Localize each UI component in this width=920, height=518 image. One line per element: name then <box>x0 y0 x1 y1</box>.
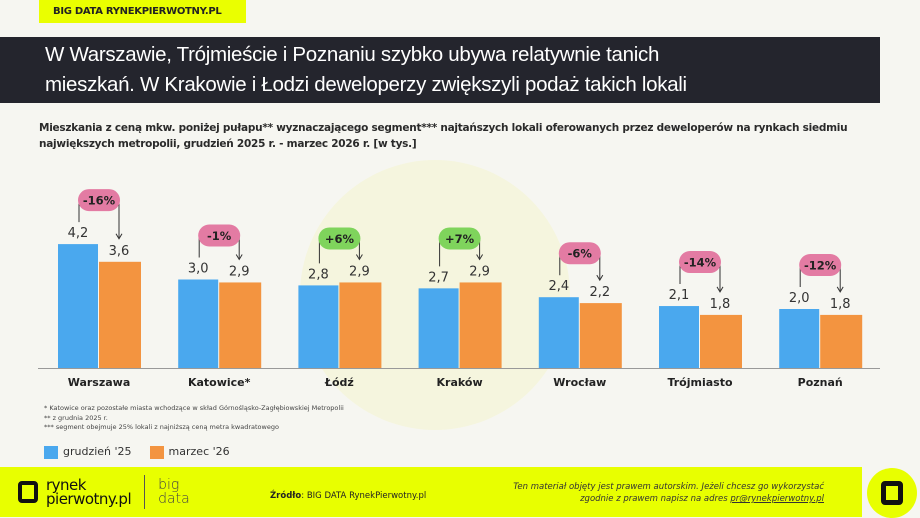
source-value: : BIG DATA RynekPierwotny.pl <box>301 491 427 501</box>
category-label: Katowice* <box>188 376 251 389</box>
arrow-down-icon <box>235 254 243 261</box>
bar-chart: 4,2 3,6 Warszawa -16% 3,0 2,9 Katowice* -1% 2,8 2… <box>38 189 880 389</box>
category-label: Kraków <box>437 376 483 389</box>
footnote: * Katowice oraz pozostałe miasta wchodzą… <box>44 404 344 412</box>
arrow-down-icon <box>836 286 844 293</box>
category-label: Trójmiasto <box>667 376 733 389</box>
logo-badge <box>867 468 917 518</box>
copyright-note: Ten materiał objęty jest prawem autorski… <box>513 481 824 505</box>
data-label: 2,8 <box>308 267 329 282</box>
category-label: Wrocław <box>553 376 606 389</box>
change-label: -14% <box>684 256 717 270</box>
legend-swatch <box>149 445 164 459</box>
change-label: +6% <box>325 232 355 246</box>
data-label: 2,9 <box>229 264 250 279</box>
bar <box>820 314 863 368</box>
change-label: -6% <box>568 247 593 261</box>
brand-tag: BIG DATA RYNEKPIERWOTNY.PL <box>39 0 246 23</box>
copyright-text: Ten materiał objęty jest prawem autorski… <box>513 482 824 492</box>
change-badge <box>318 227 361 250</box>
category-label: Łódź <box>324 376 354 389</box>
arrow-down-icon <box>476 254 484 261</box>
divider <box>144 475 146 509</box>
logo-icon <box>18 481 38 503</box>
bar <box>579 303 622 368</box>
legend-item: grudzień '25 <box>44 445 132 459</box>
data-label: 2,9 <box>469 264 490 279</box>
arrow-down-icon <box>355 254 363 261</box>
chart-title: Mieszkania z ceną mkw. poniżej pułapu** … <box>39 122 848 150</box>
category-label: Warszawa <box>68 376 131 389</box>
data-label: 4,2 <box>68 226 89 241</box>
change-badge <box>558 242 601 265</box>
bar <box>219 282 262 368</box>
data-label: 3,0 <box>188 262 209 277</box>
data-label: 2,1 <box>669 288 690 303</box>
category-label: Poznań <box>798 376 843 389</box>
logo-text: big <box>158 477 180 493</box>
data-label: 2,7 <box>428 270 449 285</box>
legend-item: marzec '26 <box>149 445 230 459</box>
bar <box>779 309 820 368</box>
change-badge <box>679 251 721 274</box>
footnotes: * Katowice oraz pozostałe miasta wchodzą… <box>44 404 344 433</box>
bar <box>538 297 579 368</box>
legend: grudzień '25 marzec '26 <box>44 445 230 459</box>
arrow-down-icon <box>115 233 123 240</box>
logo-icon <box>881 481 903 505</box>
change-badge <box>438 227 481 250</box>
footer: rynek pierwotny.pl big data Źródło: BIG DA… <box>0 467 862 517</box>
data-label: 2,4 <box>548 279 569 294</box>
data-label: 3,6 <box>109 244 130 259</box>
bar <box>99 261 141 368</box>
headline: W Warszawie, Trójmieście i Poznaniu szyb… <box>0 37 880 103</box>
change-label: -12% <box>804 259 837 273</box>
data-label: 2,9 <box>349 264 370 279</box>
bar <box>58 244 98 368</box>
email-link[interactable]: pr@rynekpierwotny.pl <box>730 494 824 504</box>
bar <box>700 314 742 368</box>
change-label: +7% <box>445 232 475 246</box>
legend-label: marzec '26 <box>168 445 230 458</box>
headline-line: W Warszawie, Trójmieście i Poznaniu szyb… <box>45 43 660 66</box>
legend-label: grudzień '25 <box>63 445 132 458</box>
bar <box>178 279 219 368</box>
arrow-down-icon <box>596 274 604 282</box>
change-label: -1% <box>207 229 232 243</box>
change-label: -16% <box>83 194 116 208</box>
data-label: 1,8 <box>830 297 851 312</box>
data-label: 2,2 <box>589 285 610 300</box>
footnote: *** segment obejmuje 25% lokali z najniż… <box>44 423 279 431</box>
headline-line: mieszkań. W Krakowie i Łodzi deweloperzy… <box>45 73 687 96</box>
data-label: 1,8 <box>710 297 731 312</box>
footnote: ** z grudnia 2025 r. <box>44 413 108 422</box>
source-label: Źródło <box>270 491 302 501</box>
logo: rynek pierwotny.pl big data <box>18 475 190 509</box>
logo-text: rynek <box>46 476 86 494</box>
data-label: 2,0 <box>789 291 810 306</box>
copyright-text: zgodnie z prawem napisz na adres <box>580 494 731 504</box>
source: Źródło: BIG DATA RynekPierwotny.pl <box>270 491 426 501</box>
bar <box>459 282 502 368</box>
change-badge <box>78 189 120 212</box>
bar <box>418 288 459 368</box>
logo-text: pierwotny.pl <box>46 490 132 508</box>
legend-swatch <box>44 445 58 459</box>
change-badge <box>198 224 241 247</box>
bar <box>339 282 382 368</box>
change-badge <box>799 254 842 276</box>
bar <box>298 285 339 368</box>
arrow-down-icon <box>716 286 724 293</box>
bar <box>659 306 699 368</box>
logo-text: data <box>158 491 190 507</box>
